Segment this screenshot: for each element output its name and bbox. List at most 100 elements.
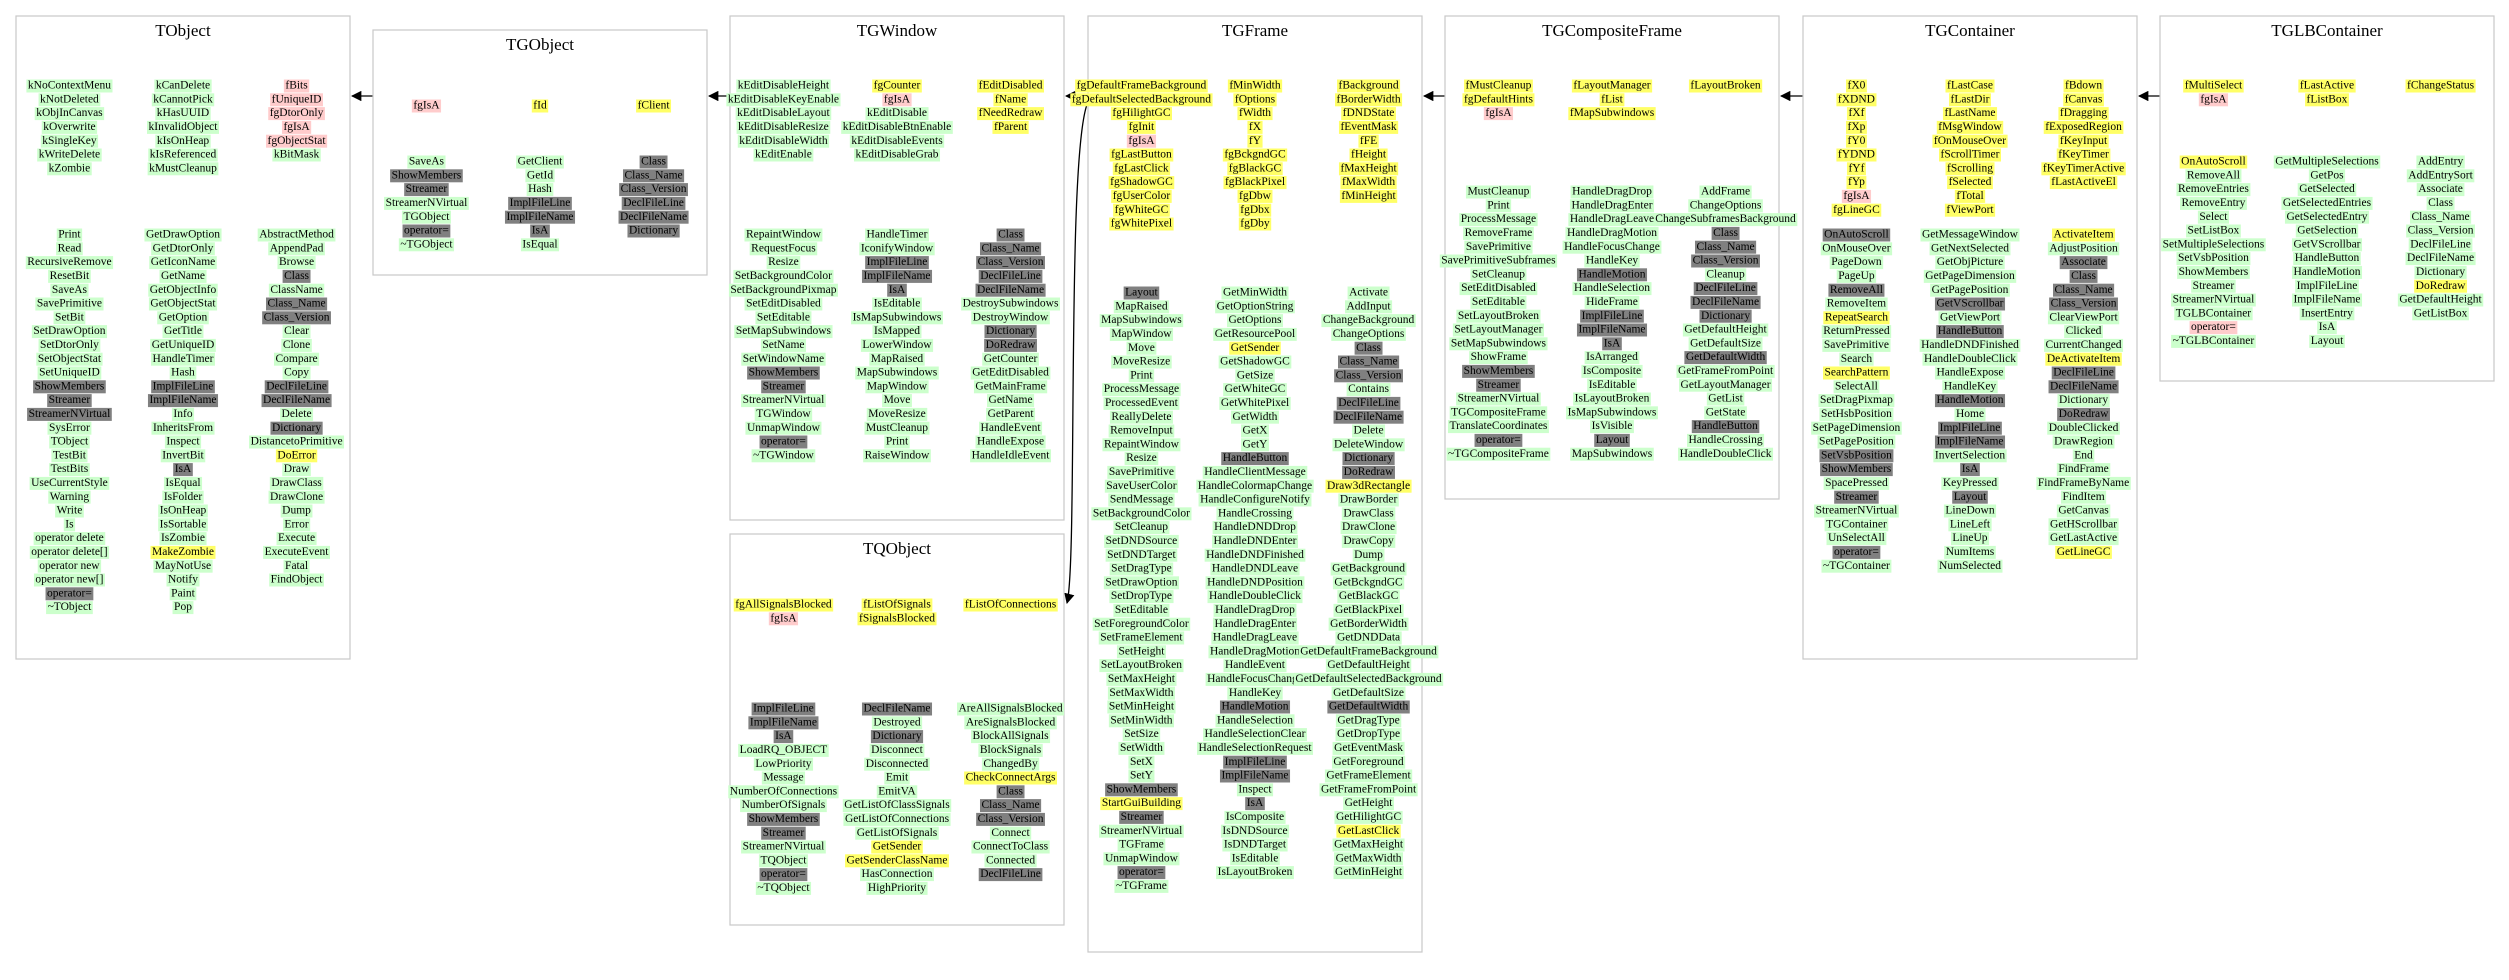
member-highlight	[173, 463, 193, 477]
member-highlight	[1221, 452, 1289, 466]
data-member: fgHilightGC	[1112, 107, 1170, 119]
method: ~TGWindow	[753, 449, 814, 461]
member-highlight	[1821, 559, 1892, 573]
method: Dump	[1354, 549, 1383, 561]
member-highlight	[621, 196, 686, 210]
method: SetVsbPosition	[1821, 449, 1892, 461]
method: Move	[884, 394, 911, 406]
member-highlight	[1211, 534, 1299, 548]
member-highlight	[1223, 383, 1287, 397]
method: ~TGLBContainer	[2173, 335, 2255, 347]
method: Clear	[284, 325, 309, 337]
method: GetDNDData	[1337, 632, 1400, 644]
member-highlight	[1337, 79, 1401, 93]
member-highlight	[1114, 879, 1169, 893]
data-member: fgDbx	[1240, 204, 1270, 216]
method: Class	[1713, 227, 1738, 239]
data-member: fLastName	[1944, 107, 1995, 119]
method: HandleDragEnter	[1214, 618, 1295, 630]
data-member: kCanDelete	[156, 80, 210, 92]
member-highlight	[56, 242, 83, 256]
member-highlight	[45, 587, 94, 601]
method: Class_Version	[2051, 298, 2117, 310]
method: ChangeBackground	[1323, 314, 1415, 326]
method: GetDefaultHeight	[1327, 659, 1410, 671]
data-member: fXf	[1848, 107, 1864, 119]
member-highlight	[2408, 238, 2473, 252]
member-highlight	[1212, 521, 1298, 535]
member-highlight	[1222, 838, 1288, 852]
method: GetMainFrame	[975, 380, 1045, 392]
member-highlight	[1104, 534, 1179, 548]
member-highlight	[401, 210, 451, 224]
member-highlight	[1221, 286, 1289, 300]
member-highlight	[384, 196, 469, 210]
member-highlight	[992, 120, 1029, 134]
member-highlight	[276, 532, 317, 546]
member-highlight	[1822, 338, 1891, 352]
member-highlight	[1688, 337, 1763, 351]
member-highlight	[407, 155, 446, 169]
data-member: fScrolling	[1947, 162, 1993, 174]
member-highlight	[1332, 438, 1405, 452]
method: SaveUserColor	[1106, 480, 1176, 492]
member-highlight	[976, 256, 1045, 270]
method: ReturnPressed	[1823, 325, 1890, 337]
member-highlight	[861, 598, 933, 612]
member-highlight	[866, 407, 928, 421]
method: GetPos	[2310, 169, 2344, 181]
member-highlight	[2273, 155, 2381, 169]
member-highlight	[2191, 279, 2236, 293]
data-member: fgLastButton	[1111, 149, 1172, 161]
member-highlight	[979, 242, 1042, 256]
member-highlight	[280, 504, 313, 518]
member-highlight	[1224, 810, 1286, 824]
member-highlight	[1100, 797, 1183, 811]
class-box	[729, 15, 1065, 521]
method: Streamer	[406, 183, 448, 195]
method: RepaintWindow	[746, 229, 822, 241]
member-highlight	[1936, 120, 2004, 134]
member-highlight	[2405, 79, 2476, 93]
member-highlight	[1111, 355, 1172, 369]
data-member: fYDND	[1838, 149, 1875, 161]
member-highlight	[1456, 309, 1541, 323]
method: RecursiveRemove	[27, 256, 111, 268]
data-member: fBdown	[2065, 80, 2102, 92]
method: DistancetoPrimitive	[251, 436, 343, 448]
member-highlight	[1196, 479, 1314, 493]
member-highlight	[1226, 314, 1284, 328]
member-highlight	[1227, 162, 1283, 176]
member-highlight	[1324, 769, 1413, 783]
method: GetMinWidth	[1223, 287, 1287, 299]
data-member: kInvalidObject	[149, 121, 219, 133]
data-member: fCanvas	[2065, 93, 2103, 105]
data-member: fMinWidth	[1229, 80, 1281, 92]
member-highlight	[2048, 532, 2119, 546]
method: Print	[886, 436, 909, 448]
member-highlight	[987, 394, 1035, 408]
member-highlight	[1212, 617, 1298, 631]
data-member: fgBlackGC	[1229, 162, 1282, 174]
method: Streamer	[49, 394, 91, 406]
method: TestBits	[51, 463, 89, 475]
member-highlight	[1103, 396, 1180, 410]
member-highlight	[986, 407, 1036, 421]
method: UnSelectAll	[1828, 532, 1885, 544]
member-highlight	[1829, 256, 1884, 270]
member-highlight	[1113, 203, 1170, 217]
method: Class_Name	[2411, 211, 2469, 223]
method: Select	[2199, 211, 2228, 223]
data-member: fY	[1249, 135, 1262, 147]
member-highlight	[1233, 93, 1277, 107]
member-highlight	[1104, 479, 1179, 493]
member-highlight	[869, 743, 925, 757]
member-highlight	[1099, 659, 1184, 673]
member-highlight	[1823, 476, 1890, 490]
member-highlight	[1688, 79, 1763, 93]
member-highlight	[1943, 504, 1997, 518]
data-member: fClient	[638, 100, 671, 112]
method: HasConnection	[862, 868, 933, 880]
method: InvertSelection	[1935, 449, 2006, 461]
method: RepeatSearch	[1825, 311, 1888, 323]
